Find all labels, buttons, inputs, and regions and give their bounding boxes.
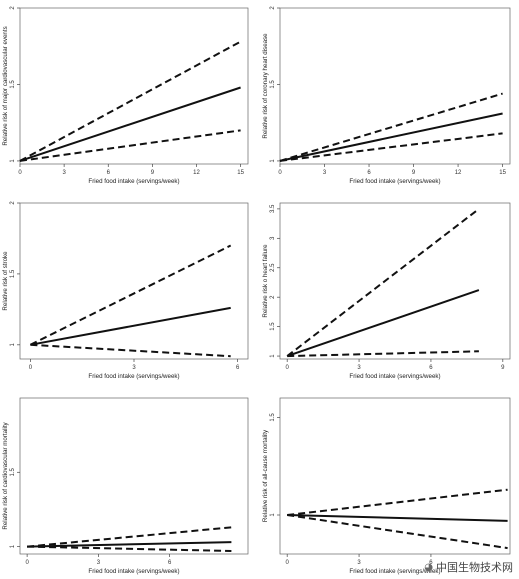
y-tick-label: 1.5	[270, 80, 276, 89]
y-tick-label: 1	[270, 513, 276, 517]
x-tick-label: 3	[97, 560, 101, 566]
x-axis-title: Fried food intake (servings/week)	[88, 373, 179, 380]
y-tick-label: 3	[270, 236, 276, 240]
lower-ci-line	[287, 514, 508, 550]
x-tick-label: 6	[107, 170, 111, 176]
upper-ci-line	[27, 526, 232, 548]
x-tick-label: 6	[429, 365, 433, 371]
estimate-line	[279, 112, 503, 162]
plot-frame	[19, 397, 249, 555]
y-axis-title: Relative risk of coronary heart disease	[262, 33, 269, 139]
x-axis-title: Fried food intake (servings/week)	[349, 178, 440, 185]
x-tick-label: 0	[29, 365, 33, 371]
y-tick-label: 1	[10, 159, 16, 163]
chart-panel-3: 0 3 6 1 1.5 2 Fried food intake (servings/week…	[2, 201, 249, 380]
y-axis-title: Relative risk o heart failure	[262, 244, 269, 318]
x-axis-title: Fried food intake (servings/week)	[349, 373, 440, 380]
x-tick-label: 0	[286, 365, 290, 371]
y-tick-label: 1.5	[270, 413, 276, 422]
y-tick-label: 1.5	[10, 80, 16, 89]
x-axis-title: Fried food intake (servings/week)	[349, 568, 440, 575]
plot-frame	[279, 397, 511, 555]
x-tick-label: 0	[278, 170, 282, 176]
x-tick-label: 15	[499, 170, 506, 176]
x-tick-label: 3	[132, 365, 136, 371]
y-tick-label: 1	[270, 159, 276, 163]
y-tick-label: 2.5	[270, 263, 276, 272]
y-tick-label: 2	[10, 6, 16, 10]
x-tick-label: 12	[455, 170, 462, 176]
chart-panel-5: 0 3 6 1 1.5 Fried food intake (servings/week)…	[2, 397, 249, 575]
x-tick-label: 9	[151, 170, 155, 176]
y-tick-label: 1.5	[10, 269, 16, 278]
chart-panel-4: 0 3 6 9 1 1.5 2 2.5 3 3.5 Fried food intake (servi…	[262, 202, 511, 380]
y-tick-label: 1.5	[270, 322, 276, 331]
chart-panel-6: 0 3 6 1 1.5 Fried food intake (servings/week)…	[262, 397, 511, 575]
upper-ci-line	[287, 488, 508, 516]
upper-ci-line	[19, 40, 242, 162]
y-tick-label: 2	[270, 6, 276, 10]
y-axis-title: Relative risk of cardiovascular mortalit…	[2, 421, 9, 529]
x-axis-title: Fried food intake (servings/week)	[88, 178, 179, 185]
estimate-line	[287, 514, 508, 522]
y-tick-label: 1.5	[10, 467, 16, 476]
y-axis-title: Relative risk of stroke	[2, 251, 9, 311]
y-axis-title: Relative risk of major cardiovascular ev…	[2, 26, 9, 145]
y-tick-label: 1	[10, 544, 16, 548]
plot-frame	[279, 202, 511, 360]
upper-ci-line	[29, 244, 232, 346]
x-tick-label: 0	[18, 170, 22, 176]
x-tick-label: 9	[501, 365, 505, 371]
chart-panel-1: 0 3 6 9 12 15 1 1.5 2 Fried food intake (servings…	[2, 6, 249, 185]
y-tick-label: 2	[10, 201, 16, 205]
x-tick-label: 12	[193, 170, 200, 176]
estimate-line	[19, 86, 241, 162]
plot-frame	[19, 7, 249, 165]
y-axis-title: Relative risk of all-cause mortality	[262, 429, 269, 522]
x-tick-label: 15	[237, 170, 244, 176]
x-tick-label: 6	[236, 365, 240, 371]
y-tick-label: 2	[270, 295, 276, 299]
lower-ci-line	[287, 350, 479, 358]
plot-frame	[279, 7, 511, 165]
x-tick-label: 6	[168, 560, 172, 566]
y-tick-label: 1	[10, 342, 16, 346]
lower-ci-line	[30, 343, 231, 358]
x-tick-label: 3	[357, 560, 361, 566]
x-tick-label: 0	[25, 560, 29, 566]
y-tick-label: 3.5	[270, 204, 276, 213]
upper-ci-line	[279, 92, 503, 162]
x-axis-title: Fried food intake (servings/week)	[88, 568, 179, 575]
watermark-text: 中国生物技术网	[436, 561, 513, 574]
chart-panel-2: 0 3 6 9 12 15 1 1.5 2 Fried food intake (servings…	[262, 6, 511, 185]
lower-ci-line	[27, 545, 232, 552]
x-tick-label: 3	[323, 170, 327, 176]
x-tick-label: 6	[367, 170, 371, 176]
estimate-line	[30, 306, 231, 346]
x-tick-label: 3	[62, 170, 66, 176]
lower-ci-line	[279, 132, 503, 162]
lower-ci-line	[19, 129, 241, 162]
watermark: ◕ 中国生物技术网	[424, 559, 513, 575]
y-tick-label: 1	[270, 354, 276, 358]
x-tick-label: 9	[412, 170, 416, 176]
x-tick-label: 0	[286, 560, 290, 566]
estimate-line	[27, 541, 232, 548]
plot-frame	[19, 202, 249, 360]
x-tick-label: 6	[429, 560, 433, 566]
upper-ci-line	[286, 208, 480, 357]
estimate-line	[286, 289, 480, 358]
wechat-bubble-icon: ◕	[424, 561, 433, 573]
x-tick-label: 3	[357, 365, 361, 371]
